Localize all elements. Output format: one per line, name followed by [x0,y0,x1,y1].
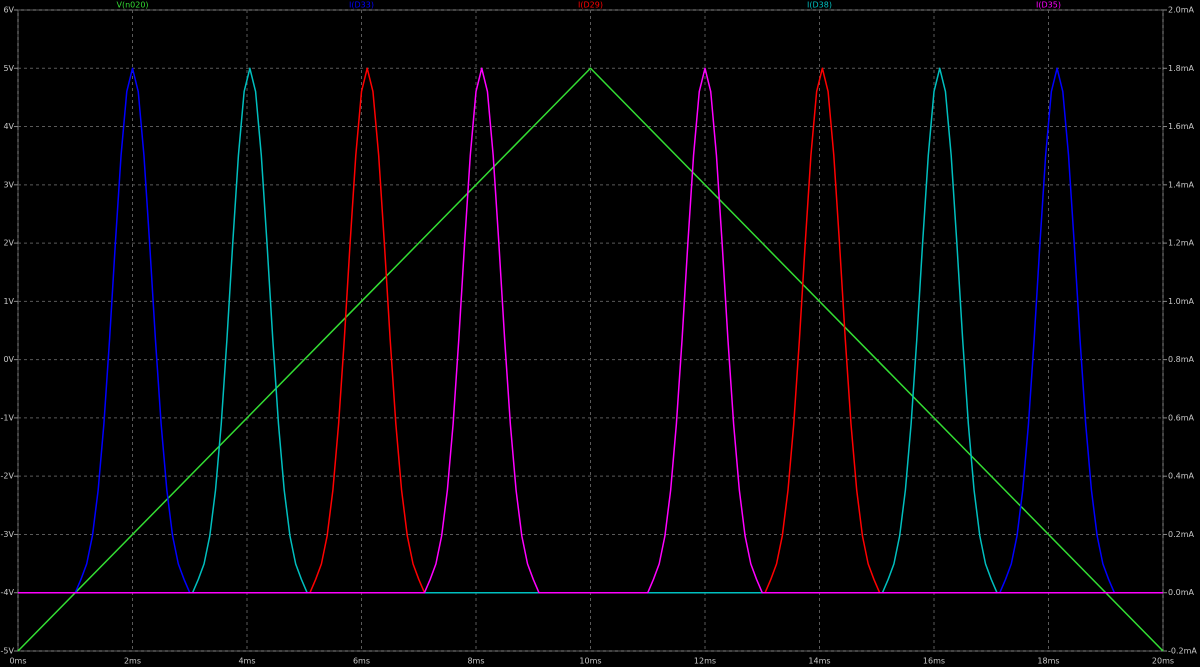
y-tick-label: 6V [3,6,14,15]
legend-label: I(D35) [1036,1,1061,10]
y-tick-label: -1V [1,413,15,422]
series-line [18,67,1163,594]
x-tick-label: 8ms [467,657,484,666]
y2-tick-label: 0.6mA [1168,413,1195,422]
x-tick-label: 12ms [694,657,716,666]
y2-tick-label: 0.0mA [1168,588,1195,597]
y-tick-label: 5V [3,64,14,73]
x-tick-label: 10ms [579,657,601,666]
y-tick-label: -4V [1,588,15,597]
x-tick-label: 18ms [1037,657,1059,666]
x-tick-label: 0ms [9,657,26,666]
y2-tick-label: 1.8mA [1168,64,1195,73]
y-tick-label: 2V [3,239,14,248]
y-tick-label: -2V [1,472,15,481]
x-tick-label: 20ms [1152,657,1174,666]
y-tick-label: 0V [3,355,14,364]
y-tick-label: -5V [1,647,15,656]
y2-tick-label: 0.4mA [1168,472,1195,481]
y-tick-label: 1V [3,297,14,306]
x-tick-label: 6ms [353,657,370,666]
y2-tick-label: 1.6mA [1168,122,1195,131]
y2-tick-label: -0.2mA [1168,647,1197,656]
y2-tick-label: 0.8mA [1168,355,1195,364]
y-tick-label: 3V [3,180,14,189]
x-tick-label: 4ms [238,657,255,666]
legend-label: I(D33) [349,1,374,10]
y2-tick-label: 2.0mA [1168,6,1195,15]
x-tick-label: 14ms [808,657,830,666]
legend-label: V(n020) [116,1,148,10]
y2-tick-label: 0.2mA [1168,530,1195,539]
y2-tick-label: 1.0mA [1168,297,1195,306]
series-line [17,67,1164,652]
y2-tick-label: 1.4mA [1168,180,1195,189]
x-tick-label: 16ms [923,657,945,666]
legend-label: I(D38) [807,1,832,10]
y2-tick-label: 1.2mA [1168,239,1195,248]
y-tick-label: -3V [1,530,15,539]
y-tick-label: 4V [3,122,14,131]
legend-label: I(D29) [578,1,603,10]
x-tick-label: 2ms [124,657,141,666]
